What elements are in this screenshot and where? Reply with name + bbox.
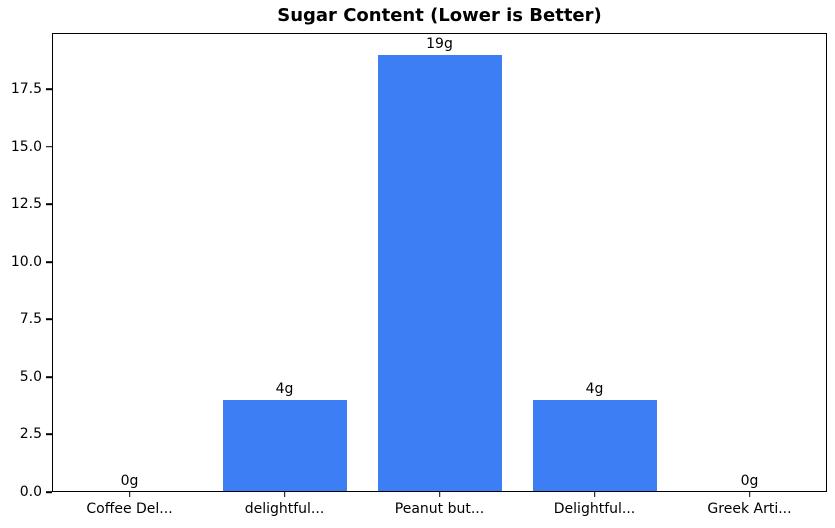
plot-area: 0.0 2.5 5.0 7.5 10.0 12.5 15.0 17.5 0g Coffee Del… — [11, 33, 827, 517]
y-tick-mark — [46, 88, 52, 91]
y-tick-mark — [46, 491, 52, 493]
bar-value-label: 0g — [120, 473, 139, 489]
x-tick-label: Delightful... — [553, 501, 636, 517]
bar — [377, 54, 502, 492]
x-tick-label: Coffee Del... — [86, 501, 173, 517]
x-tick-label: Greek Arti... — [707, 501, 792, 517]
y-tick-label: 10.0 — [10, 253, 42, 270]
y-tick-mark — [46, 318, 52, 321]
bar — [222, 399, 347, 492]
y-tick-mark — [46, 433, 52, 436]
y-tick-mark — [46, 203, 52, 206]
bar — [532, 399, 657, 492]
y-tick-label: 5.0 — [19, 368, 42, 385]
x-tick-label: delightful... — [244, 501, 325, 517]
y-tick-label: 12.5 — [10, 196, 42, 213]
y-tick-mark — [46, 376, 52, 378]
y-tick-label: 15.0 — [10, 138, 42, 155]
y-tick-mark — [46, 146, 52, 148]
chart-title: Sugar Content (Lower is Better) — [277, 5, 602, 26]
x-tick-mark — [593, 492, 596, 497]
y-tick-mark — [46, 261, 52, 263]
x-tick-mark — [438, 492, 441, 497]
y-tick-label: 7.5 — [19, 311, 42, 328]
bar-value-label: 19g — [426, 35, 453, 52]
y-tick-label: 0.0 — [19, 484, 42, 500]
y-tick-label: 17.5 — [10, 81, 42, 98]
x-tick-label: Peanut but... — [394, 501, 485, 517]
x-tick-mark — [128, 492, 131, 497]
bar-value-label: 0g — [740, 473, 759, 489]
y-tick-label: 2.5 — [19, 426, 42, 443]
bar-value-label: 4g — [275, 380, 294, 397]
x-tick-mark — [748, 492, 751, 497]
bar-value-label: 4g — [585, 380, 604, 397]
x-tick-mark — [283, 492, 286, 497]
